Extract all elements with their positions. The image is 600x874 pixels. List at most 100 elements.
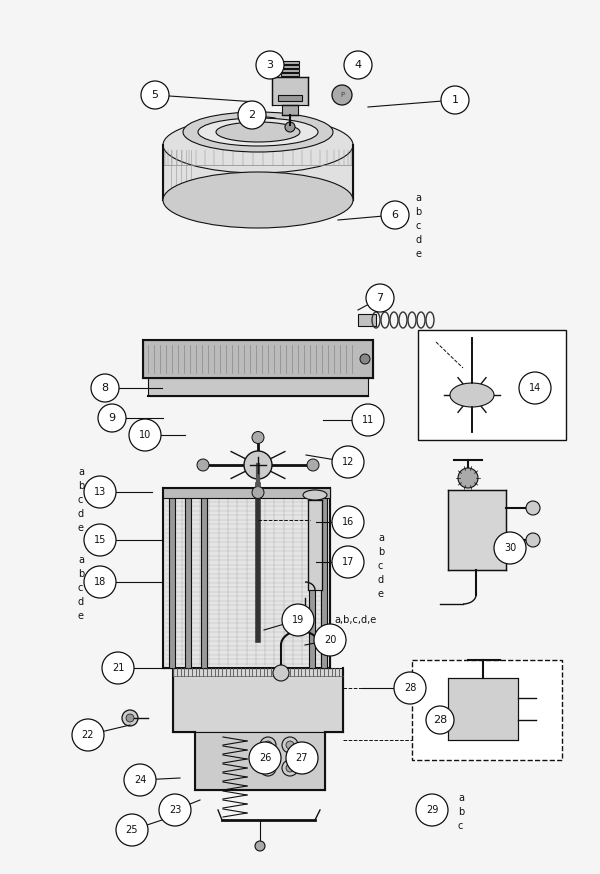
Bar [278, 95, 302, 101]
Text: 29: 29 [426, 805, 438, 815]
Text: 9: 9 [109, 413, 116, 423]
Circle shape [314, 624, 346, 656]
Text: 5: 5 [151, 90, 158, 100]
Bar [308, 500, 322, 590]
Bar [321, 488, 327, 668]
Text: 11: 11 [362, 415, 374, 425]
Circle shape [285, 122, 295, 132]
Circle shape [426, 706, 454, 734]
Text: e: e [378, 589, 384, 599]
Circle shape [332, 85, 352, 105]
Bar [163, 488, 330, 668]
Circle shape [98, 404, 126, 432]
Text: 16: 16 [342, 517, 354, 527]
Circle shape [84, 524, 116, 556]
Circle shape [332, 506, 364, 538]
Text: 26: 26 [259, 753, 271, 763]
Circle shape [332, 446, 364, 478]
Text: e: e [78, 523, 84, 533]
Text: 18: 18 [94, 577, 106, 587]
Circle shape [116, 814, 148, 846]
Bar [163, 145, 353, 200]
Bar [448, 490, 506, 570]
Bar [201, 488, 207, 668]
Text: P: P [340, 92, 344, 98]
Bar [272, 77, 308, 105]
Circle shape [360, 354, 370, 364]
Text: 30: 30 [504, 543, 516, 553]
Circle shape [282, 760, 298, 776]
Bar [418, 330, 566, 440]
Bar [358, 314, 376, 326]
Text: 20: 20 [324, 635, 336, 645]
Circle shape [244, 451, 272, 479]
Text: 14: 14 [529, 383, 541, 393]
Ellipse shape [450, 383, 494, 407]
Bar [412, 660, 562, 760]
Text: 28: 28 [433, 715, 447, 725]
Circle shape [249, 742, 281, 774]
Text: b: b [415, 207, 421, 217]
Circle shape [84, 566, 116, 598]
Text: c: c [458, 821, 463, 831]
Text: 25: 25 [126, 825, 138, 835]
Circle shape [526, 501, 540, 515]
Text: 10: 10 [139, 430, 151, 440]
Ellipse shape [216, 122, 300, 142]
Ellipse shape [163, 117, 353, 173]
Text: 7: 7 [376, 293, 383, 303]
Text: 4: 4 [355, 60, 362, 70]
Bar [163, 488, 330, 498]
Circle shape [282, 604, 314, 636]
Text: a,b,c,d,e: a,b,c,d,e [334, 615, 376, 625]
Circle shape [381, 201, 409, 229]
Text: a: a [378, 533, 384, 543]
Circle shape [264, 764, 272, 772]
Circle shape [238, 101, 266, 129]
Circle shape [129, 419, 161, 451]
Text: a: a [78, 467, 84, 477]
Circle shape [84, 476, 116, 508]
Circle shape [458, 468, 478, 488]
Text: c: c [78, 583, 83, 593]
Circle shape [416, 794, 448, 826]
Circle shape [307, 459, 319, 471]
Circle shape [159, 794, 191, 826]
Circle shape [286, 742, 318, 774]
Bar [281, 61, 299, 64]
Bar [195, 732, 325, 790]
Text: 21: 21 [112, 663, 124, 673]
Text: 2: 2 [248, 110, 256, 120]
Text: d: d [415, 235, 421, 245]
Text: 8: 8 [101, 383, 109, 393]
Bar [169, 488, 175, 668]
Circle shape [126, 714, 134, 722]
Text: 13: 13 [94, 487, 106, 497]
Bar [282, 105, 298, 115]
Circle shape [441, 86, 469, 114]
Text: 12: 12 [342, 457, 354, 467]
Text: 19: 19 [292, 615, 304, 625]
Circle shape [197, 459, 209, 471]
Text: 27: 27 [296, 753, 308, 763]
Circle shape [252, 487, 264, 498]
Text: 23: 23 [169, 805, 181, 815]
Text: b: b [378, 547, 384, 557]
Bar [281, 69, 299, 72]
Text: 22: 22 [82, 730, 94, 740]
Ellipse shape [303, 490, 327, 500]
Circle shape [91, 374, 119, 402]
Text: a: a [415, 193, 421, 203]
Bar [281, 65, 299, 68]
Circle shape [344, 51, 372, 79]
Text: 24: 24 [134, 775, 146, 785]
Circle shape [332, 546, 364, 578]
Circle shape [494, 532, 526, 564]
Bar [148, 378, 368, 396]
Text: c: c [78, 495, 83, 505]
Text: 28: 28 [404, 683, 416, 693]
Circle shape [282, 737, 298, 753]
Text: 6: 6 [392, 210, 398, 220]
Circle shape [297, 612, 313, 628]
Bar [309, 488, 315, 668]
